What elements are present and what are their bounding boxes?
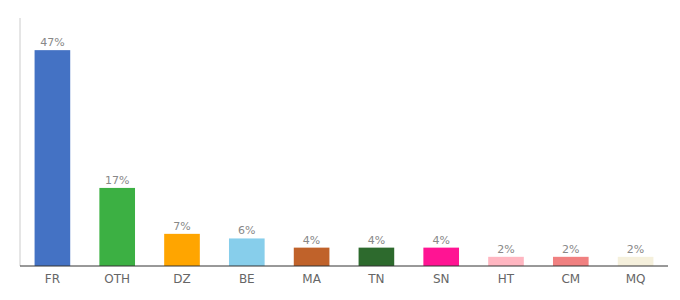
x-ticks: FR OTH DZ BE MA TN SN HT CM MQ [45,272,646,286]
bars [35,50,654,266]
x-tick-label: MA [302,272,321,286]
x-tick-label: CM [561,272,580,286]
data-label: 4% [432,234,449,247]
x-tick-label: OTH [104,272,130,286]
data-label: 4% [368,234,385,247]
bar [229,238,265,266]
x-axis-line [20,266,668,267]
data-label: 7% [173,220,190,233]
x-tick-label: DZ [173,272,190,286]
bar [99,188,135,266]
data-label: 2% [627,243,644,256]
x-tick-label: HT [498,272,515,286]
data-label: 47% [40,36,64,49]
bar [423,248,459,266]
bar [35,50,71,266]
bar [553,257,589,266]
data-label: 4% [303,234,320,247]
bar [294,248,330,266]
data-label: 2% [497,243,514,256]
data-labels: 47% 17% 7% 6% 4% 4% 4% 2% 2% 2% [40,36,644,256]
x-tick-label: SN [433,272,450,286]
chart-container: 47% 17% 7% 6% 4% 4% 4% 2% 2% 2% FR OTH DZ BE MA TN SN HT C… [0,0,680,300]
x-tick-label: FR [45,272,60,286]
bar [359,248,395,266]
bar [618,257,654,266]
y-axis-line [20,18,21,266]
data-label: 2% [562,243,579,256]
x-tick-label: BE [239,272,255,286]
data-label: 17% [105,174,129,187]
chart: 47% 17% 7% 6% 4% 4% 4% 2% 2% 2% FR OTH DZ BE MA TN SN HT C… [0,0,680,300]
data-label: 6% [238,224,255,237]
bar [164,234,200,266]
x-tick-label: MQ [626,272,646,286]
bar [488,257,524,266]
x-tick-label: TN [367,272,384,286]
